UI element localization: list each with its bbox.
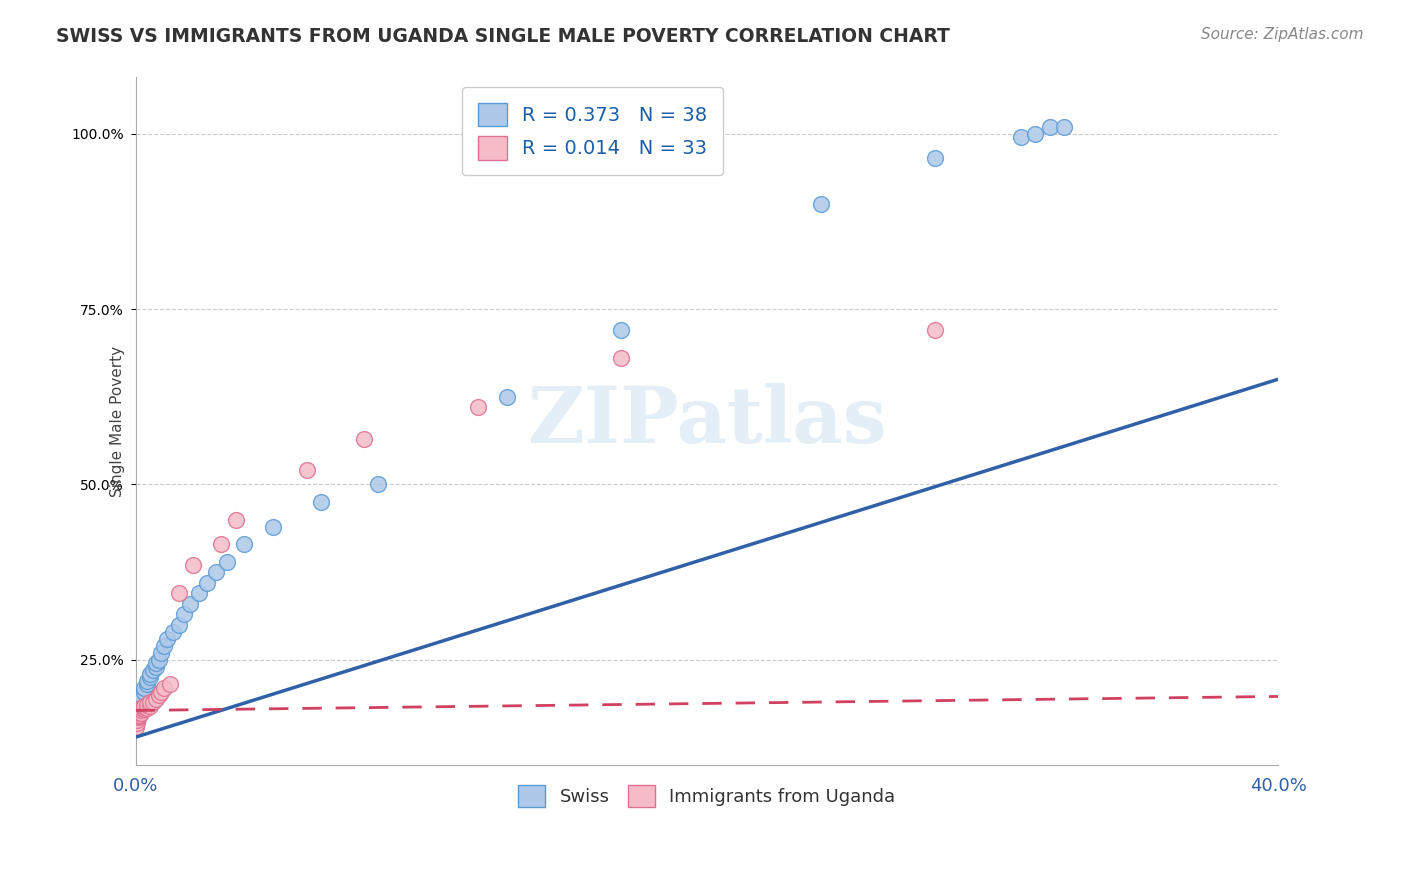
Point — [217, 555, 239, 569]
Point — [1053, 120, 1076, 134]
Point — [153, 639, 176, 653]
Point — [128, 702, 150, 716]
Point — [1024, 127, 1046, 141]
Point — [134, 702, 156, 716]
Point — [131, 688, 153, 702]
Point — [131, 695, 153, 709]
Point — [134, 684, 156, 698]
Point — [181, 558, 204, 573]
Point — [262, 519, 284, 533]
Point — [145, 657, 167, 671]
Point — [128, 703, 150, 717]
Point — [610, 351, 633, 366]
Point — [496, 390, 519, 404]
Point — [195, 575, 218, 590]
Point — [610, 323, 633, 337]
Point — [924, 323, 946, 337]
Point — [136, 700, 159, 714]
Point — [233, 537, 256, 551]
Legend: Swiss, Immigrants from Uganda: Swiss, Immigrants from Uganda — [512, 778, 903, 814]
Point — [1039, 120, 1062, 134]
Point — [134, 700, 156, 714]
Point — [139, 695, 162, 709]
Point — [204, 565, 226, 579]
Point — [129, 698, 152, 713]
Point — [128, 707, 150, 722]
Point — [142, 664, 165, 678]
Point — [148, 653, 170, 667]
Point — [131, 706, 153, 720]
Point — [295, 463, 318, 477]
Point — [225, 512, 247, 526]
Point — [311, 495, 333, 509]
Point — [167, 586, 190, 600]
Point — [924, 151, 946, 165]
Point — [125, 716, 148, 731]
Text: SWISS VS IMMIGRANTS FROM UGANDA SINGLE MALE POVERTY CORRELATION CHART: SWISS VS IMMIGRANTS FROM UGANDA SINGLE M… — [56, 27, 950, 45]
Text: Source: ZipAtlas.com: Source: ZipAtlas.com — [1201, 27, 1364, 42]
Point — [153, 681, 176, 695]
Point — [139, 667, 162, 681]
Point — [145, 691, 167, 706]
Point — [167, 617, 190, 632]
Point — [810, 196, 832, 211]
Point — [156, 632, 179, 646]
Point — [128, 709, 150, 723]
Point — [148, 688, 170, 702]
Point — [134, 698, 156, 713]
Point — [467, 401, 489, 415]
Point — [127, 713, 149, 727]
Text: ZIPatlas: ZIPatlas — [527, 384, 887, 459]
Point — [209, 537, 232, 551]
Point — [139, 671, 162, 685]
Point — [128, 706, 150, 720]
Point — [131, 703, 153, 717]
Point — [159, 677, 181, 691]
Point — [162, 624, 184, 639]
Point — [127, 710, 149, 724]
Point — [134, 681, 156, 695]
Point — [187, 586, 209, 600]
Point — [136, 677, 159, 691]
Y-axis label: Single Male Poverty: Single Male Poverty — [110, 346, 125, 497]
Point — [139, 698, 162, 713]
Point — [136, 673, 159, 688]
Point — [173, 607, 195, 622]
Point — [1010, 130, 1032, 145]
Point — [353, 432, 375, 446]
Point — [131, 700, 153, 714]
Point — [125, 720, 148, 734]
Point — [145, 660, 167, 674]
Point — [142, 695, 165, 709]
Point — [150, 646, 173, 660]
Point — [136, 698, 159, 712]
Point — [179, 597, 201, 611]
Point — [367, 477, 389, 491]
Point — [127, 706, 149, 720]
Point — [150, 684, 173, 698]
